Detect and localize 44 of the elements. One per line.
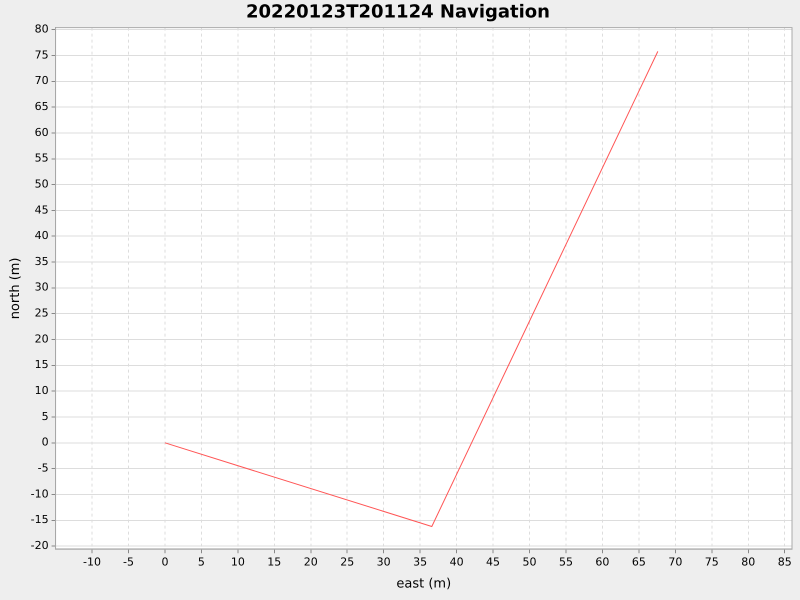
y-tick-label: -20 — [30, 538, 49, 552]
y-tick-label: 25 — [34, 306, 49, 320]
y-tick-label: -15 — [30, 513, 49, 526]
y-axis-title: north (m) — [8, 257, 24, 320]
x-tick-label: -10 — [83, 556, 102, 569]
x-tick-label: 10 — [230, 556, 245, 569]
y-tick-label: 55 — [34, 152, 49, 165]
x-tick-label: 75 — [704, 556, 719, 569]
y-tick-label: 15 — [34, 358, 49, 372]
y-tick-label: 30 — [34, 280, 49, 294]
x-tick-label: 70 — [668, 556, 682, 569]
y-tick-label: 35 — [34, 254, 49, 268]
y-tick-label: -5 — [38, 461, 49, 474]
x-tick-label: 65 — [632, 556, 646, 569]
x-tick-label: 45 — [486, 556, 500, 569]
y-tick-label: 45 — [34, 203, 49, 216]
y-tick-label: 50 — [34, 177, 49, 190]
y-tick-label: 5 — [42, 410, 49, 423]
y-tick-label: 60 — [34, 126, 49, 139]
x-tick-label: 35 — [413, 556, 428, 569]
x-tick-label: 50 — [522, 556, 537, 569]
y-tick-label: 80 — [34, 22, 49, 36]
y-tick-label: 40 — [34, 229, 49, 242]
x-tick-label: 5 — [198, 556, 205, 569]
chart-title: 20220123T201124 Navigation — [246, 1, 550, 22]
y-tick-label: 75 — [34, 48, 49, 62]
x-tick-label: 30 — [376, 556, 391, 569]
y-tick-label: 10 — [34, 384, 49, 398]
x-tick-label: 80 — [741, 556, 756, 569]
x-tick-label: 40 — [450, 556, 464, 569]
x-tick-label: -5 — [122, 556, 134, 569]
y-tick-label: 0 — [42, 436, 49, 449]
x-tick-label: 20 — [304, 556, 318, 569]
y-tick-label: 20 — [34, 332, 49, 346]
y-tick-label: 70 — [34, 74, 49, 88]
y-tick-label: 65 — [34, 100, 49, 113]
x-tick-label: 0 — [161, 556, 168, 569]
x-tick-label: 15 — [267, 556, 282, 569]
x-tick-label: 25 — [340, 556, 354, 569]
y-tick-label: -10 — [30, 487, 49, 500]
x-axis-title: east (m) — [396, 576, 452, 592]
x-tick-label: 55 — [558, 556, 573, 569]
x-tick-label: 60 — [595, 556, 610, 569]
x-tick-label: 85 — [778, 556, 792, 569]
